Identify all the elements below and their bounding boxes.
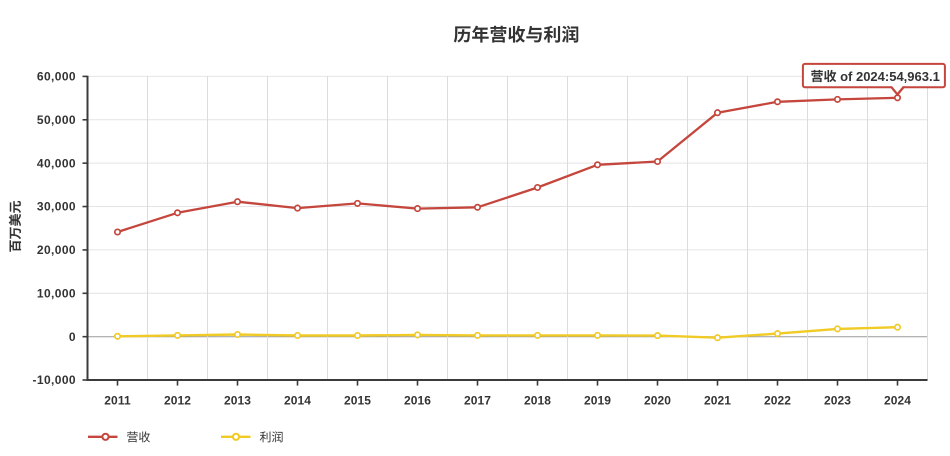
svg-text:2014: 2014 <box>284 394 311 408</box>
svg-text:-10,000: -10,000 <box>33 373 77 387</box>
svg-text:60,000: 60,000 <box>37 70 76 84</box>
svg-text:2024: 2024 <box>884 394 911 408</box>
svg-text:20,000: 20,000 <box>37 243 76 257</box>
svg-text:2019: 2019 <box>584 394 611 408</box>
svg-text:50,000: 50,000 <box>37 113 76 127</box>
svg-text:2021: 2021 <box>704 394 731 408</box>
svg-text:2013: 2013 <box>224 394 251 408</box>
svg-text:2020: 2020 <box>644 394 671 408</box>
svg-text:2011: 2011 <box>104 394 131 408</box>
svg-text:2012: 2012 <box>164 394 191 408</box>
svg-text:40,000: 40,000 <box>37 156 76 170</box>
svg-text:0: 0 <box>69 330 76 344</box>
svg-text:of 2024:54,963.1: of 2024:54,963.1 <box>840 69 940 84</box>
svg-text:2015: 2015 <box>344 394 371 408</box>
svg-text:2017: 2017 <box>464 394 491 408</box>
svg-text:2022: 2022 <box>764 394 791 408</box>
svg-text:30,000: 30,000 <box>37 200 76 214</box>
svg-text:2023: 2023 <box>824 394 851 408</box>
svg-text:2016: 2016 <box>404 394 431 408</box>
svg-text:2018: 2018 <box>524 394 551 408</box>
svg-text:10,000: 10,000 <box>37 287 76 301</box>
